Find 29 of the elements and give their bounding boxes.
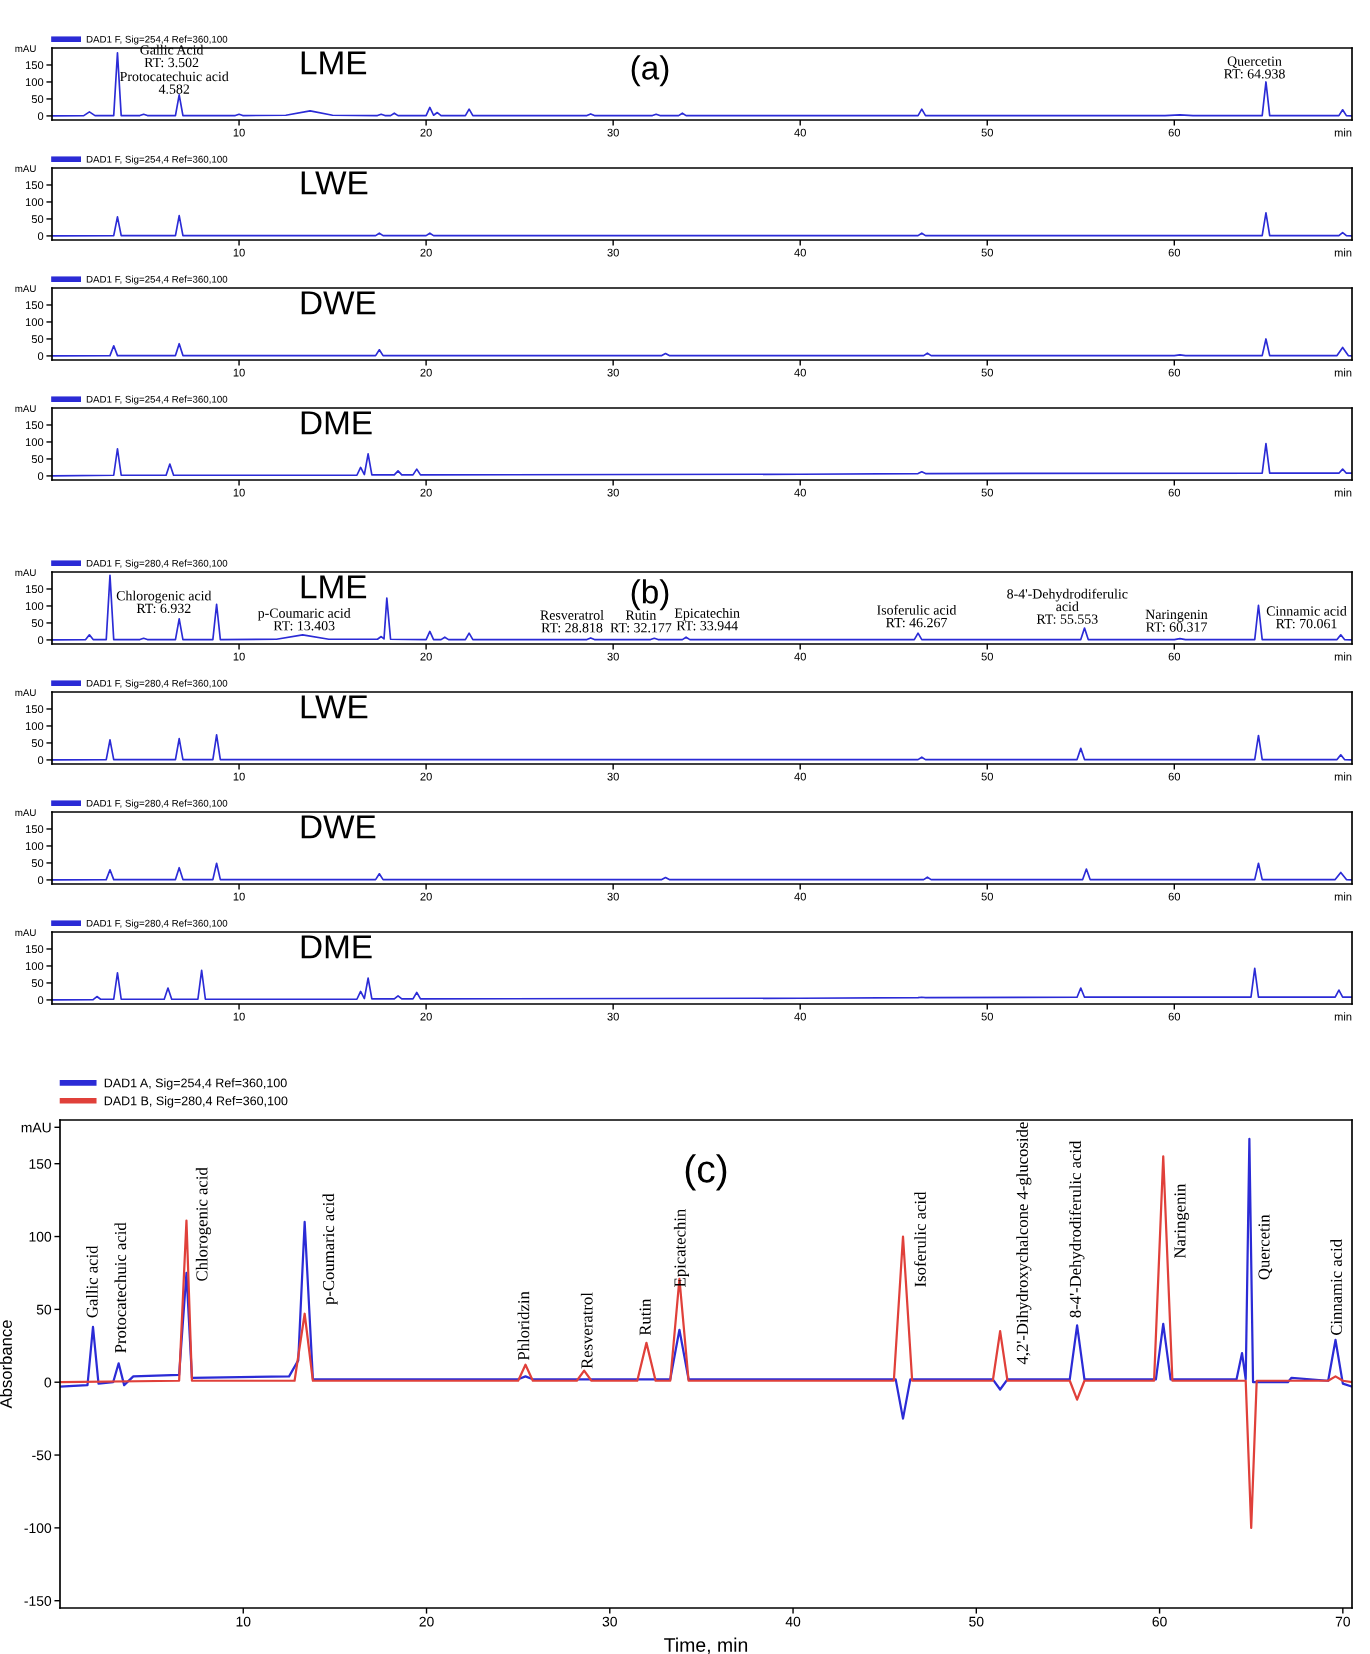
annotation: 4,2'-Dihydroxychalcone 4-glucoside — [1016, 1122, 1032, 1365]
annotation: Quercetin — [1258, 1214, 1273, 1280]
x-axis-title: Time, min — [664, 1637, 748, 1654]
annotation: Rutin — [639, 1298, 651, 1336]
chart-subtitle: DWE — [301, 815, 376, 839]
chart-subtitle: DME — [301, 411, 372, 435]
line-series — [52, 51, 1352, 117]
annotation: 8-4'-Dehydrodiferulic acid — [1069, 1140, 1085, 1318]
chart-subtitle: LME — [301, 51, 367, 75]
annotation: Isoferulic acid — [914, 1191, 926, 1287]
annotation: p-Coumaric acid — [322, 1193, 338, 1305]
chart-subtitle: LME — [301, 575, 367, 599]
annotation: Phloridzin — [517, 1291, 530, 1361]
chart-subtitle: DWE — [301, 291, 376, 315]
annotation: Resveratrol — [580, 1292, 593, 1369]
chart-title: (b) — [631, 579, 669, 611]
y-axis-title: Absorbance — [0, 1320, 12, 1409]
annotation: Protocatechuic acid — [114, 1222, 127, 1353]
chart-title: (a) — [631, 55, 669, 87]
chart-subtitle: LWE — [301, 695, 368, 719]
annotation: Naringenin — [1174, 1183, 1190, 1259]
text: (c) — [685, 1154, 727, 1191]
line-series — [52, 574, 1352, 641]
annotation: Cinnamic acid — [1330, 1239, 1342, 1336]
annotation: Gallic acid — [86, 1245, 98, 1318]
annotation: Epicatechin — [673, 1208, 690, 1287]
chart-subtitle: DME — [301, 935, 372, 959]
chart-subtitle: LWE — [301, 171, 368, 195]
annotation: Chlorogenic acid — [195, 1167, 211, 1281]
